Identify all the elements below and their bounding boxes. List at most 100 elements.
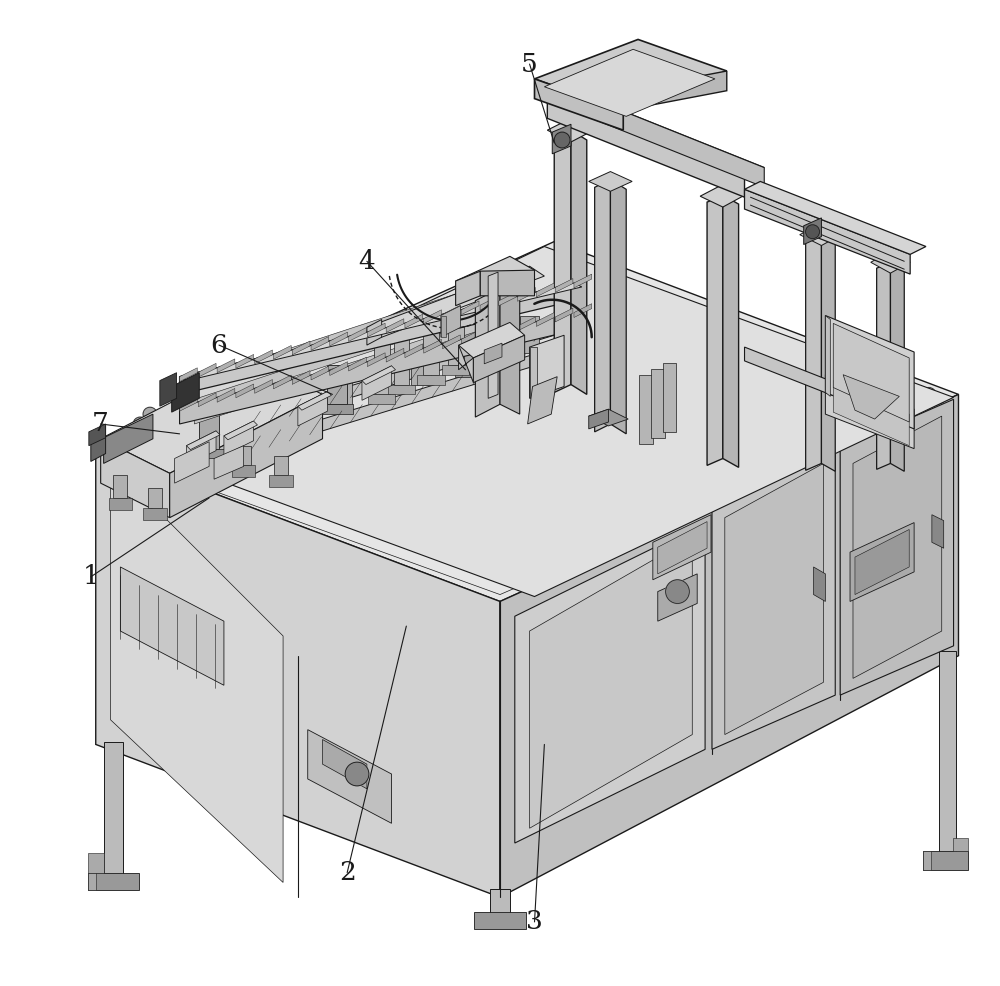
Circle shape (493, 269, 507, 283)
Polygon shape (663, 363, 676, 432)
Polygon shape (143, 508, 167, 520)
Polygon shape (544, 49, 715, 116)
Polygon shape (589, 409, 628, 426)
Polygon shape (456, 256, 535, 296)
Polygon shape (840, 399, 954, 695)
Polygon shape (374, 335, 390, 394)
Polygon shape (653, 515, 711, 580)
Polygon shape (552, 124, 571, 154)
Polygon shape (322, 404, 353, 414)
Polygon shape (362, 366, 392, 400)
Polygon shape (825, 316, 914, 429)
Polygon shape (417, 375, 445, 385)
Polygon shape (349, 357, 366, 371)
Polygon shape (474, 912, 526, 929)
Polygon shape (473, 335, 525, 383)
Polygon shape (367, 323, 385, 337)
Polygon shape (91, 426, 106, 461)
Polygon shape (386, 318, 404, 332)
Polygon shape (448, 311, 464, 365)
Text: 3: 3 (526, 909, 543, 935)
Polygon shape (298, 391, 331, 410)
Polygon shape (804, 218, 821, 245)
Polygon shape (480, 297, 498, 311)
Polygon shape (932, 515, 944, 548)
Polygon shape (500, 288, 520, 414)
Polygon shape (180, 283, 582, 381)
Polygon shape (623, 71, 727, 110)
Polygon shape (442, 365, 469, 375)
Polygon shape (292, 371, 310, 385)
Polygon shape (224, 414, 244, 444)
Polygon shape (821, 235, 835, 471)
Text: 2: 2 (339, 860, 356, 885)
Polygon shape (88, 873, 96, 890)
Polygon shape (330, 332, 348, 346)
Polygon shape (475, 288, 500, 417)
Polygon shape (712, 449, 835, 749)
Polygon shape (96, 449, 500, 897)
Circle shape (806, 225, 819, 239)
Polygon shape (104, 742, 123, 880)
Circle shape (621, 289, 635, 303)
Polygon shape (148, 488, 162, 508)
Polygon shape (194, 320, 480, 424)
Polygon shape (198, 392, 216, 406)
Polygon shape (953, 838, 968, 851)
Polygon shape (125, 246, 954, 597)
Polygon shape (923, 851, 931, 870)
Polygon shape (180, 397, 197, 411)
Polygon shape (500, 394, 958, 897)
Circle shape (345, 762, 369, 786)
Polygon shape (745, 347, 910, 426)
Polygon shape (327, 365, 347, 404)
Polygon shape (833, 381, 909, 446)
Polygon shape (555, 309, 573, 322)
Polygon shape (249, 323, 554, 429)
Circle shape (671, 309, 684, 322)
Polygon shape (323, 740, 367, 789)
Polygon shape (853, 416, 942, 678)
Polygon shape (461, 301, 479, 315)
Circle shape (133, 417, 147, 431)
Polygon shape (186, 431, 216, 465)
Polygon shape (547, 118, 594, 142)
Polygon shape (194, 286, 480, 389)
Polygon shape (111, 463, 283, 882)
Text: 7: 7 (92, 411, 109, 437)
Polygon shape (745, 189, 910, 274)
Polygon shape (825, 316, 830, 396)
Polygon shape (651, 369, 665, 438)
Polygon shape (113, 475, 127, 498)
Polygon shape (104, 414, 153, 463)
Polygon shape (189, 424, 209, 454)
Polygon shape (214, 446, 244, 479)
Polygon shape (515, 523, 705, 843)
Polygon shape (843, 375, 899, 419)
Polygon shape (232, 465, 255, 477)
Polygon shape (800, 224, 841, 246)
Polygon shape (160, 373, 177, 406)
Polygon shape (109, 498, 132, 510)
Polygon shape (217, 388, 235, 402)
Polygon shape (530, 335, 564, 398)
Polygon shape (574, 274, 592, 288)
Text: 1: 1 (82, 564, 99, 590)
Polygon shape (349, 327, 366, 341)
Polygon shape (658, 522, 707, 574)
Polygon shape (330, 362, 348, 376)
Polygon shape (480, 326, 498, 340)
Polygon shape (88, 853, 104, 873)
Polygon shape (530, 537, 692, 828)
Polygon shape (855, 529, 909, 595)
Polygon shape (194, 306, 480, 409)
Polygon shape (96, 242, 958, 601)
Polygon shape (441, 316, 446, 337)
Polygon shape (170, 394, 323, 518)
Polygon shape (639, 375, 653, 444)
Polygon shape (723, 195, 739, 467)
Polygon shape (224, 421, 257, 440)
Polygon shape (488, 272, 498, 398)
Polygon shape (186, 431, 220, 450)
Polygon shape (806, 235, 821, 470)
